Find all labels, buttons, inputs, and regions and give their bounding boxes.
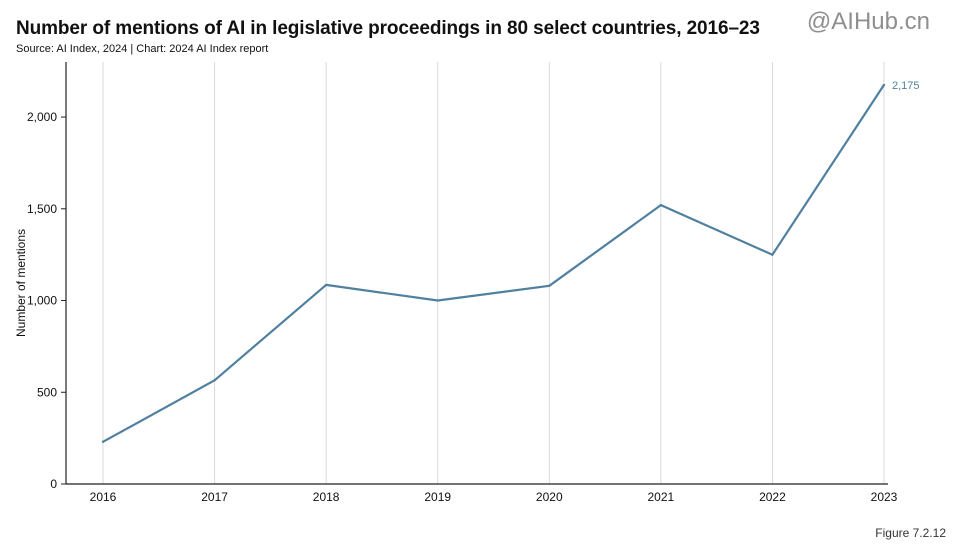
- data-point-2022: [771, 253, 774, 256]
- y-tick-label: 500: [37, 385, 57, 399]
- x-tick-label: 2022: [759, 490, 786, 504]
- y-tick-label: 2,000: [27, 110, 57, 124]
- data-point-2017: [213, 379, 216, 382]
- chart-title: Number of mentions of AI in legislative …: [16, 18, 760, 39]
- x-tick-label: 2023: [871, 490, 898, 504]
- data-point-2019: [436, 299, 439, 302]
- data-point-2018: [324, 283, 328, 287]
- chart-source: Source: AI Index, 2024 | Chart: 2024 AI …: [16, 43, 269, 55]
- y-tick-label: 1,500: [27, 202, 57, 216]
- data-labels: 2,175: [892, 80, 920, 92]
- y-tick-label: 1,000: [27, 294, 57, 308]
- x-tick-label: 2016: [90, 490, 117, 504]
- data-point-2016: [101, 440, 105, 443]
- y-axis-title: Number of mentions: [14, 229, 28, 337]
- data-point-2023: [882, 83, 886, 87]
- y-tick-labels: 0 500 1,000 1,500 2,000: [27, 110, 57, 491]
- series-lines: [101, 83, 886, 443]
- x-tick-label: 2018: [313, 490, 340, 504]
- x-tick-labels: 2016 2017 2018 2019 2020 2021 2022 2023: [90, 490, 898, 504]
- data-point-2020: [548, 284, 551, 288]
- watermark: @AIHub.cn: [806, 8, 930, 35]
- x-tick-label: 2019: [424, 490, 451, 504]
- data-label-2023: 2,175: [892, 80, 920, 92]
- grid-lines: [102, 62, 885, 484]
- axes: [61, 62, 888, 485]
- series-line-0: [102, 84, 885, 443]
- y-tick-label: 0: [50, 477, 57, 491]
- figure-label: Figure 7.2.12: [875, 526, 946, 540]
- x-tick-label: 2021: [648, 490, 675, 504]
- data-point-2021: [659, 203, 663, 207]
- x-tick-label: 2020: [536, 490, 563, 504]
- x-tick-label: 2017: [201, 490, 228, 504]
